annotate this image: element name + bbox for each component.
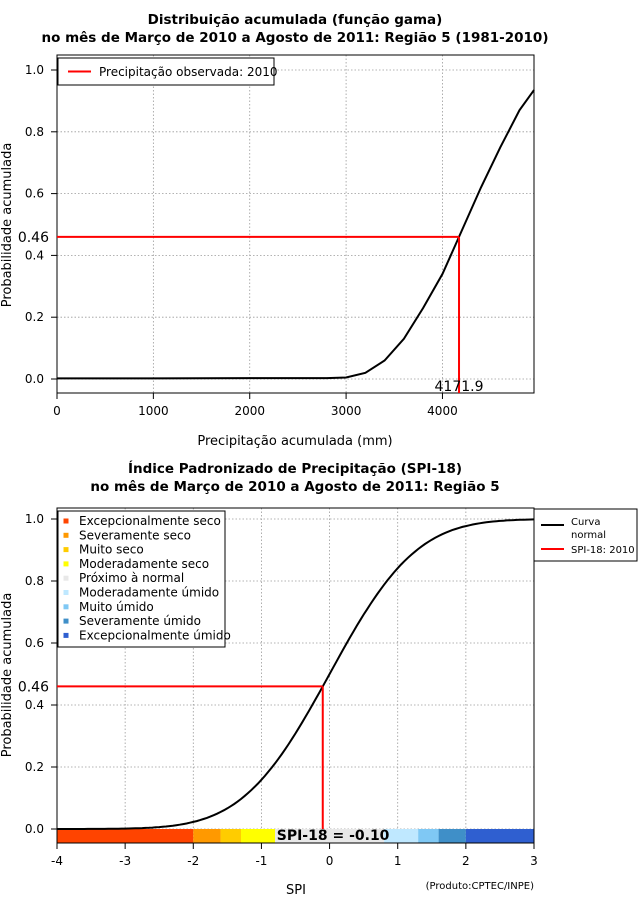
chart1-legend-box	[57, 57, 275, 86]
chart1-x-axis-label: Precipitação acumulada (mm)	[197, 434, 392, 449]
chart2-class-legend-box	[57, 510, 226, 648]
chart2-class-legend-label: Excepcionalmente seco	[79, 514, 221, 528]
chart1-x-tick-label: 3000	[331, 404, 362, 418]
chart1-x-tick-label: 4000	[427, 404, 458, 418]
chart2-y-tick-label: 0.8	[25, 574, 44, 588]
chart2-x-tick-label: 1	[394, 854, 402, 868]
chart2-title-line1: Índice Padronizado de Precipitação (SPI-…	[128, 460, 462, 477]
chart1-y-axis-label: Probabilidade acumulada	[0, 143, 15, 308]
chart2-y-axis-label: Probabilidade acumulada	[0, 593, 15, 758]
chart1-y-tick-label: 0.6	[25, 187, 44, 201]
chart2-legend-spi-label: SPI-18: 2010	[571, 545, 635, 556]
chart2-plot-frame	[56, 507, 535, 844]
chart2-x-tick-label: -1	[255, 854, 267, 868]
chart2-x-tick-label: 3	[530, 854, 538, 868]
chart2-title-line2: no mês de Março de 2010 a Agosto de 2011…	[90, 479, 499, 495]
chart2-band-segment	[220, 829, 241, 843]
chart1-grid	[56, 55, 534, 393]
chart2-x-tick-label: -4	[51, 854, 63, 868]
credit-text: (Produto:CPTEC/INPE)	[426, 881, 534, 892]
chart2-class-legend-swatch	[63, 561, 69, 567]
chart1-title-line1: Distribuição acumulada (função gama)	[148, 12, 443, 28]
chart2-class-legend-swatch	[63, 604, 69, 610]
chart1-y-tick-label: 0.2	[25, 310, 44, 324]
chart1-observed-prob-label: 0.46	[18, 230, 49, 246]
chart1-y-ticks: 0.0 0.2 0.4 0.6 0.8 1.0	[25, 63, 57, 386]
chart2-class-legend-label: Excepcionalmente úmido	[79, 628, 231, 642]
chart2-y-ticks: 0.0 0.2 0.4 0.6 0.8 1.0	[25, 512, 57, 836]
chart2-band-segment	[384, 829, 419, 843]
spi-chart: Índice Padronizado de Precipitação (SPI-…	[0, 460, 638, 898]
chart1-y-tick-label: 0.8	[25, 125, 44, 139]
chart2-x-ticks: -4 -3 -2 -1 0 1 2 3	[51, 843, 538, 868]
chart2-class-legend-swatch	[63, 547, 69, 553]
chart2-curve-legend-box	[533, 508, 638, 562]
chart2-y-tick-label: 0.4	[25, 698, 44, 712]
chart2-spi-prob-label: 0.46	[18, 679, 49, 695]
chart2-band-segment	[275, 829, 385, 843]
chart2-y-tick-label: 0.2	[25, 760, 44, 774]
chart2-spi-class-band	[57, 829, 534, 843]
chart2-y-tick-label: 0.0	[25, 822, 44, 836]
chart1-x-tick-label: 1000	[138, 404, 169, 418]
chart2-legend-curve-label-2: normal	[571, 530, 606, 541]
chart2-class-legend-swatch	[63, 518, 69, 524]
chart1-x-tick-label: 2000	[234, 404, 265, 418]
chart2-band-segment	[418, 829, 439, 843]
chart2-class-legend-swatch	[63, 575, 69, 581]
gamma-cdf-chart: Distribuição acumulada (função gama) no …	[0, 12, 549, 449]
chart2-y-tick-label: 1.0	[25, 512, 44, 526]
chart1-y-tick-label: 1.0	[25, 63, 44, 77]
chart2-band-segment	[465, 829, 534, 843]
chart1-x-tick-label: 0	[53, 404, 61, 418]
chart2-x-tick-label: 0	[326, 854, 334, 868]
chart1-x-ticks: 0 1000 2000 3000 4000	[53, 393, 458, 418]
chart2-class-legend-label: Severamente úmido	[79, 614, 201, 628]
chart2-class-legend-swatch	[63, 632, 69, 638]
chart2-x-tick-label: -3	[119, 854, 131, 868]
chart1-observed-precip-label: 4171.9	[435, 379, 484, 395]
chart2-x-axis-label: SPI	[286, 883, 306, 898]
chart2-class-legend-label: Muito seco	[79, 543, 144, 557]
chart2-x-tick-label: 2	[462, 854, 470, 868]
chart2-band-segment	[240, 829, 276, 843]
chart1-legend: Precipitação observada: 2010	[57, 57, 277, 86]
chart2-class-legend-label: Severamente seco	[79, 528, 191, 542]
chart2-band-segment	[193, 829, 221, 843]
chart2-band-segment	[57, 829, 194, 843]
chart1-legend-label: Precipitação observada: 2010	[99, 65, 277, 79]
chart2-curve-legend: Curva normal SPI-18: 2010	[533, 508, 638, 562]
chart2-class-legend-label: Moderadamente úmido	[79, 586, 219, 600]
chart2-band-segment	[438, 829, 466, 843]
chart1-y-tick-label: 0.4	[25, 248, 44, 262]
chart2-class-legend-label: Próximo à normal	[79, 571, 184, 585]
chart2-spi-value-label: SPI-18 = -0.10	[277, 828, 390, 844]
chart2-class-legend-swatch	[63, 532, 69, 538]
chart1-cdf-curve	[57, 89, 535, 380]
chart2-class-legend-label: Moderadamente seco	[79, 557, 209, 571]
chart2-class-legend-swatch	[63, 590, 69, 595]
chart2-x-tick-label: -2	[187, 854, 199, 868]
chart2-y-tick-label: 0.6	[25, 636, 44, 650]
chart2-class-legend-swatch	[63, 618, 69, 624]
chart2-legend-curve-label-1: Curva	[571, 517, 600, 528]
chart2-class-legend-label: Muito úmido	[79, 600, 154, 614]
chart1-title-line2: no mês de Março de 2010 a Agosto de 2011…	[42, 30, 549, 46]
chart1-plot-frame	[56, 54, 535, 394]
chart2-normal-curve	[57, 518, 535, 830]
chart1-y-tick-label: 0.0	[25, 372, 44, 386]
